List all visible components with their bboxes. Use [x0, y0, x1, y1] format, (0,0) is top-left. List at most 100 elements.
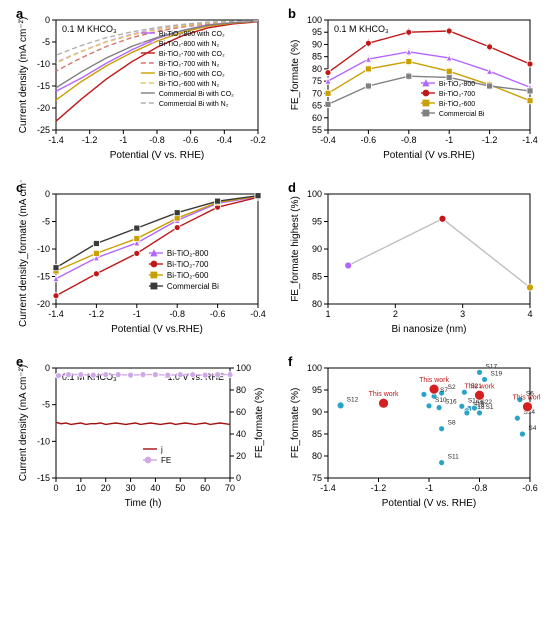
svg-text:4: 4 — [527, 309, 532, 319]
svg-text:0: 0 — [45, 15, 50, 25]
scatter-point-label: S1 — [486, 404, 494, 411]
svg-text:100: 100 — [307, 15, 322, 25]
svg-text:40: 40 — [236, 429, 246, 439]
legend-item: Bi-TiO₂-700 with CO₂ — [159, 51, 225, 58]
legend-item: Bi-TiO₂-800 with CO₂ — [159, 31, 225, 38]
svg-text:-1.4: -1.4 — [48, 309, 64, 319]
series-line — [328, 52, 530, 87]
legend-item: FE — [161, 456, 171, 465]
svg-text:-15: -15 — [37, 473, 50, 483]
svg-text:100: 100 — [307, 189, 322, 199]
svg-text:-0.4: -0.4 — [217, 135, 233, 145]
panel-e: e010203040506070-15-10-50020406080100Tim… — [14, 354, 268, 510]
svg-text:-10: -10 — [37, 59, 50, 69]
svg-text:75: 75 — [312, 473, 322, 483]
svg-text:-20: -20 — [37, 299, 50, 309]
y-axis-label: FE_formate (%) — [290, 388, 301, 459]
svg-text:-0.8: -0.8 — [169, 309, 185, 319]
svg-text:-1: -1 — [119, 135, 127, 145]
scatter-point-label: S12 — [347, 396, 359, 403]
panel-note: 0.1 M KHCO₃ — [62, 24, 117, 34]
svg-text:85: 85 — [312, 272, 322, 282]
y-axis-label: Current density (mA cm⁻²) — [18, 365, 29, 481]
x-axis-label: Potential (V vs. RHE) — [382, 498, 476, 509]
scatter-point-label: This work — [465, 383, 495, 390]
svg-text:0: 0 — [45, 189, 50, 199]
legend-item: Commercial Bi with CO₂ — [159, 91, 234, 98]
series-line — [56, 196, 258, 271]
scatter-point-label: S7 — [440, 387, 448, 394]
svg-text:40: 40 — [150, 483, 160, 493]
svg-text:90: 90 — [312, 244, 322, 254]
series-line — [56, 422, 230, 424]
series-line — [56, 197, 258, 295]
x-axis-label: Time (h) — [125, 498, 162, 509]
svg-text:-10: -10 — [37, 244, 50, 254]
series-line — [348, 219, 530, 288]
panel-b: b-0.4-0.6-0.8-1-1.2-1.455606570758085909… — [286, 6, 540, 162]
svg-text:-1: -1 — [425, 483, 433, 493]
x-axis-label: Potential (V vs. RHE) — [110, 150, 204, 161]
scatter-point-label: This work — [369, 391, 399, 398]
panel-c: c-1.4-1.2-1-0.8-0.6-0.4-20-15-10-50Poten… — [14, 180, 268, 336]
legend-item: Commercial Bi — [167, 282, 219, 291]
svg-text:-0.8: -0.8 — [401, 135, 417, 145]
svg-text:-0.6: -0.6 — [522, 483, 538, 493]
svg-text:0: 0 — [53, 483, 58, 493]
svg-text:100: 100 — [307, 363, 322, 373]
svg-text:80: 80 — [312, 299, 322, 309]
svg-text:60: 60 — [236, 407, 246, 417]
series-line — [328, 62, 530, 101]
legend-item: Bi-TiO₂-800 — [439, 81, 475, 88]
svg-text:-5: -5 — [42, 217, 50, 227]
svg-text:-1.2: -1.2 — [482, 135, 498, 145]
svg-text:70: 70 — [225, 483, 235, 493]
legend-item: Bi-TiO₂-700 with N₂ — [159, 61, 220, 68]
svg-text:75: 75 — [312, 76, 322, 86]
svg-text:-1: -1 — [133, 309, 141, 319]
legend-item: Bi-TiO₂-600 with CO₂ — [159, 71, 225, 78]
y2-axis-label: FE_formate (%) — [254, 388, 265, 459]
svg-text:-0.4: -0.4 — [250, 309, 266, 319]
svg-text:-0.4: -0.4 — [320, 135, 336, 145]
legend-item: Bi-TiO₂-600 with N₂ — [159, 81, 220, 88]
panel-tag: b — [288, 6, 296, 21]
svg-text:20: 20 — [101, 483, 111, 493]
scatter-point-label: S2 — [448, 384, 456, 391]
legend-item: j — [160, 445, 163, 454]
legend-item: Bi-TiO₂-800 — [167, 249, 209, 258]
scatter-point-label: S4 — [528, 425, 536, 432]
svg-text:-20: -20 — [37, 103, 50, 113]
svg-text:60: 60 — [312, 113, 322, 123]
svg-text:-1.4: -1.4 — [48, 135, 64, 145]
svg-text:-1.4: -1.4 — [320, 483, 336, 493]
svg-text:-0.6: -0.6 — [183, 135, 199, 145]
svg-text:95: 95 — [312, 217, 322, 227]
svg-text:85: 85 — [312, 52, 322, 62]
legend-item: Bi-TiO₂-700 — [167, 260, 209, 269]
x-axis-label: Potential (V vs.RHE) — [383, 150, 475, 161]
svg-text:65: 65 — [312, 101, 322, 111]
svg-text:2: 2 — [393, 309, 398, 319]
svg-text:90: 90 — [312, 407, 322, 417]
svg-text:55: 55 — [312, 125, 322, 135]
x-axis-label: Bi nanosize (nm) — [391, 324, 466, 335]
svg-text:80: 80 — [312, 64, 322, 74]
svg-text:-15: -15 — [37, 272, 50, 282]
panel-f: f-1.4-1.2-1-0.8-0.67580859095100Potentia… — [286, 354, 540, 510]
scatter-point-label: S11 — [448, 454, 459, 461]
legend-item: Commercial Bi with N₂ — [159, 101, 229, 108]
svg-text:-0.8: -0.8 — [149, 135, 165, 145]
y-axis-label: FE_formate highest (%) — [290, 196, 301, 302]
panel-tag: f — [288, 354, 293, 369]
svg-text:-10: -10 — [37, 436, 50, 446]
svg-text:-0.8: -0.8 — [472, 483, 488, 493]
legend-item: Bi-TiO₂-800 with N₂ — [159, 41, 220, 48]
scatter-point-label: S19 — [491, 370, 503, 377]
svg-text:95: 95 — [312, 27, 322, 37]
y-axis-label: Current density (mA cm⁻²) — [18, 17, 29, 133]
panel-a: a-1.4-1.2-1-0.8-0.6-0.4-0.2-25-20-15-10-… — [14, 6, 268, 162]
svg-text:50: 50 — [175, 483, 185, 493]
svg-text:-5: -5 — [42, 37, 50, 47]
scatter-point-label: This work — [419, 377, 449, 384]
